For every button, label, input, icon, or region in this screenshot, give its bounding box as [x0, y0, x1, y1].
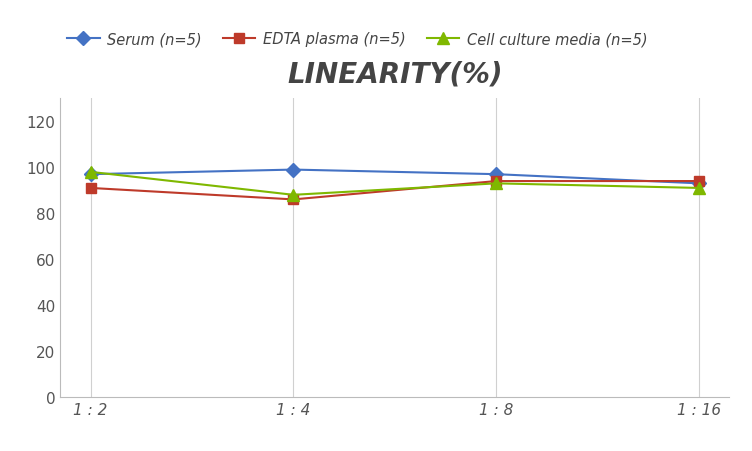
Line: Cell culture media (n=5): Cell culture media (n=5)	[85, 167, 705, 201]
Serum (n=5)	[86, 172, 95, 178]
Serum (n=5)	[695, 181, 704, 187]
Line: EDTA plasma (n=5): EDTA plasma (n=5)	[86, 177, 704, 205]
Cell culture media (n=5)	[695, 186, 704, 191]
Serum (n=5)	[492, 172, 501, 178]
Line: Serum (n=5): Serum (n=5)	[86, 166, 704, 189]
Cell culture media (n=5)	[492, 181, 501, 187]
EDTA plasma (n=5)	[695, 179, 704, 184]
EDTA plasma (n=5)	[289, 197, 298, 202]
Cell culture media (n=5)	[289, 193, 298, 198]
Cell culture media (n=5)	[86, 170, 95, 175]
EDTA plasma (n=5)	[86, 186, 95, 191]
EDTA plasma (n=5)	[492, 179, 501, 184]
Title: LINEARITY(%): LINEARITY(%)	[287, 60, 502, 88]
Legend: Serum (n=5), EDTA plasma (n=5), Cell culture media (n=5): Serum (n=5), EDTA plasma (n=5), Cell cul…	[68, 32, 647, 47]
Serum (n=5)	[289, 167, 298, 173]
